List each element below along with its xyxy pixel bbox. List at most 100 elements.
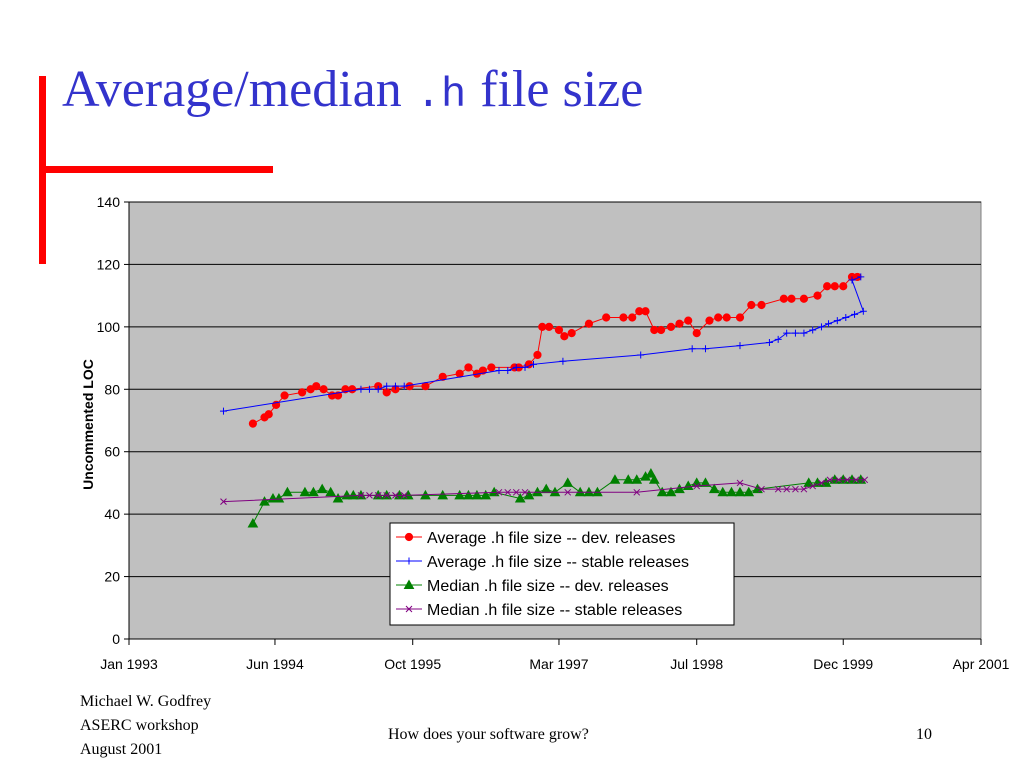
data-point bbox=[734, 486, 746, 497]
data-point bbox=[692, 329, 701, 338]
data-point bbox=[736, 342, 744, 350]
y-tick-label: 140 bbox=[97, 194, 121, 210]
data-point bbox=[487, 363, 496, 372]
data-point bbox=[852, 476, 860, 484]
data-point bbox=[523, 489, 535, 500]
data-point bbox=[650, 325, 659, 335]
footer-author: Michael W. Godfrey bbox=[80, 693, 212, 710]
data-point bbox=[400, 492, 408, 499]
data-point bbox=[717, 486, 729, 497]
legend-label: Median .h file size -- dev. releases bbox=[427, 578, 669, 595]
data-point bbox=[835, 476, 843, 484]
series-line bbox=[252, 472, 861, 524]
x-tick-label: Dec 1999 bbox=[813, 656, 873, 672]
data-point bbox=[800, 485, 808, 493]
data-point bbox=[405, 605, 413, 613]
footer-subtitle: How does your software grow? bbox=[388, 726, 589, 743]
data-point bbox=[559, 357, 567, 365]
data-point bbox=[722, 313, 731, 322]
data-point bbox=[347, 489, 359, 500]
data-point bbox=[521, 488, 529, 496]
data-point bbox=[248, 419, 257, 428]
data-point bbox=[332, 493, 344, 503]
data-point bbox=[774, 485, 782, 493]
y-tick-label: 100 bbox=[97, 319, 121, 335]
data-point bbox=[830, 282, 839, 291]
data-point bbox=[264, 410, 273, 419]
y-tick-label: 0 bbox=[112, 631, 120, 647]
data-point bbox=[843, 476, 851, 484]
data-point bbox=[758, 485, 765, 493]
series-2 bbox=[219, 273, 867, 415]
data-point bbox=[567, 329, 576, 338]
data-point bbox=[817, 323, 825, 331]
data-point bbox=[809, 326, 817, 334]
data-point bbox=[783, 329, 791, 337]
data-point bbox=[533, 350, 542, 360]
data-point bbox=[848, 276, 856, 284]
data-point bbox=[648, 474, 660, 484]
x-tick-label: Jan 1993 bbox=[100, 656, 158, 672]
data-point bbox=[341, 489, 353, 500]
data-point bbox=[774, 335, 782, 343]
data-point bbox=[813, 291, 822, 300]
slide-title-prefix: Average/median bbox=[62, 61, 402, 118]
data-point bbox=[791, 329, 799, 337]
data-point bbox=[374, 385, 382, 393]
data-point bbox=[765, 338, 773, 346]
data-point bbox=[633, 488, 641, 496]
legend-box bbox=[389, 522, 735, 626]
data-point bbox=[325, 486, 337, 497]
data-point bbox=[348, 385, 357, 394]
data-point bbox=[247, 517, 259, 528]
data-point bbox=[299, 486, 311, 497]
data-point bbox=[628, 313, 637, 322]
data-point bbox=[701, 345, 709, 353]
data-point bbox=[365, 385, 373, 393]
data-point bbox=[857, 273, 865, 281]
data-point bbox=[464, 363, 473, 372]
data-point bbox=[861, 476, 869, 484]
data-point bbox=[404, 532, 414, 542]
data-point bbox=[622, 474, 634, 484]
data-point bbox=[809, 482, 817, 490]
data-point bbox=[357, 492, 365, 499]
data-point bbox=[514, 493, 526, 503]
data-point bbox=[726, 486, 737, 497]
slide-title-mono: .h bbox=[415, 71, 467, 119]
data-point bbox=[637, 351, 645, 359]
data-point bbox=[693, 482, 701, 490]
slide-title: Average/median .h file size bbox=[62, 60, 643, 119]
y-tick-label: 20 bbox=[104, 569, 120, 585]
data-point bbox=[779, 294, 788, 303]
data-point bbox=[674, 483, 685, 494]
data-point bbox=[400, 382, 408, 390]
data-point bbox=[495, 367, 503, 375]
y-tick-label: 120 bbox=[97, 256, 121, 272]
data-point bbox=[665, 486, 677, 497]
data-point bbox=[333, 391, 343, 400]
footer-date: August 2001 bbox=[80, 741, 163, 758]
slide-title-suffix: file size bbox=[480, 61, 644, 118]
data-point bbox=[521, 363, 529, 371]
data-point bbox=[602, 313, 611, 322]
data-point bbox=[787, 294, 796, 303]
data-point bbox=[454, 489, 466, 500]
data-point bbox=[437, 489, 449, 500]
y-tick-label: 60 bbox=[104, 444, 120, 460]
data-point bbox=[544, 322, 554, 331]
data-point bbox=[705, 316, 714, 325]
data-point bbox=[220, 498, 227, 506]
y-tick-label: 80 bbox=[104, 381, 120, 397]
data-point bbox=[757, 300, 766, 310]
series-4 bbox=[220, 476, 869, 506]
data-point bbox=[747, 300, 756, 310]
data-point bbox=[259, 496, 270, 506]
data-point bbox=[839, 282, 848, 291]
legend: Average .h file size -- dev. releases Ave… bbox=[389, 522, 735, 626]
data-point bbox=[319, 385, 328, 394]
data-point bbox=[641, 307, 650, 316]
data-point bbox=[842, 313, 850, 321]
data-point bbox=[743, 486, 755, 497]
